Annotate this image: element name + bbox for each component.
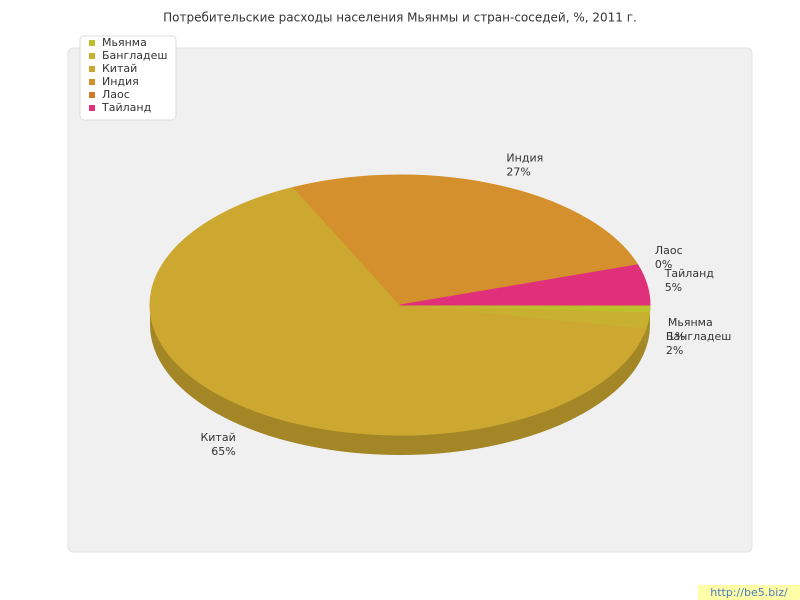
data-label: 0% xyxy=(655,258,672,271)
data-label: 65% xyxy=(211,445,235,458)
legend-label: Китай xyxy=(102,62,137,75)
data-label-name: Мьянма xyxy=(668,316,713,329)
legend-label: Бангладеш xyxy=(102,49,167,62)
legend xyxy=(79,35,177,121)
data-label: 2% xyxy=(666,344,683,357)
legend-swatch xyxy=(89,66,95,72)
legend-swatch xyxy=(89,105,95,111)
legend-label: Мьянма xyxy=(102,36,147,49)
legend-label: Индия xyxy=(102,75,139,88)
legend-swatch xyxy=(89,92,95,98)
watermark-bg xyxy=(698,585,800,600)
data-label: 1% xyxy=(668,330,685,343)
tops xyxy=(149,174,651,436)
data-label-name: Бангладеш xyxy=(666,330,731,343)
slice xyxy=(149,186,647,436)
data-label-name: Лаос xyxy=(655,244,683,257)
data-label: 5% xyxy=(665,281,682,294)
data-label-name: Тайланд xyxy=(664,267,715,280)
slice xyxy=(292,174,639,306)
watermark: http://be5.biz/ xyxy=(710,586,788,599)
data-label-name: Индия xyxy=(506,152,543,165)
slice-side xyxy=(645,313,650,350)
legend-swatch xyxy=(89,40,95,46)
legend-swatch xyxy=(89,79,95,85)
data-label-name: Китай xyxy=(200,431,235,444)
slice xyxy=(399,264,651,306)
legend-label: Лаос xyxy=(102,88,130,101)
chart-title: Потребительские расходы населения Мьянмы… xyxy=(163,11,637,25)
legend-label: Тайланд xyxy=(101,101,152,114)
legend-swatch xyxy=(89,53,95,59)
data-label: 27% xyxy=(506,166,530,179)
